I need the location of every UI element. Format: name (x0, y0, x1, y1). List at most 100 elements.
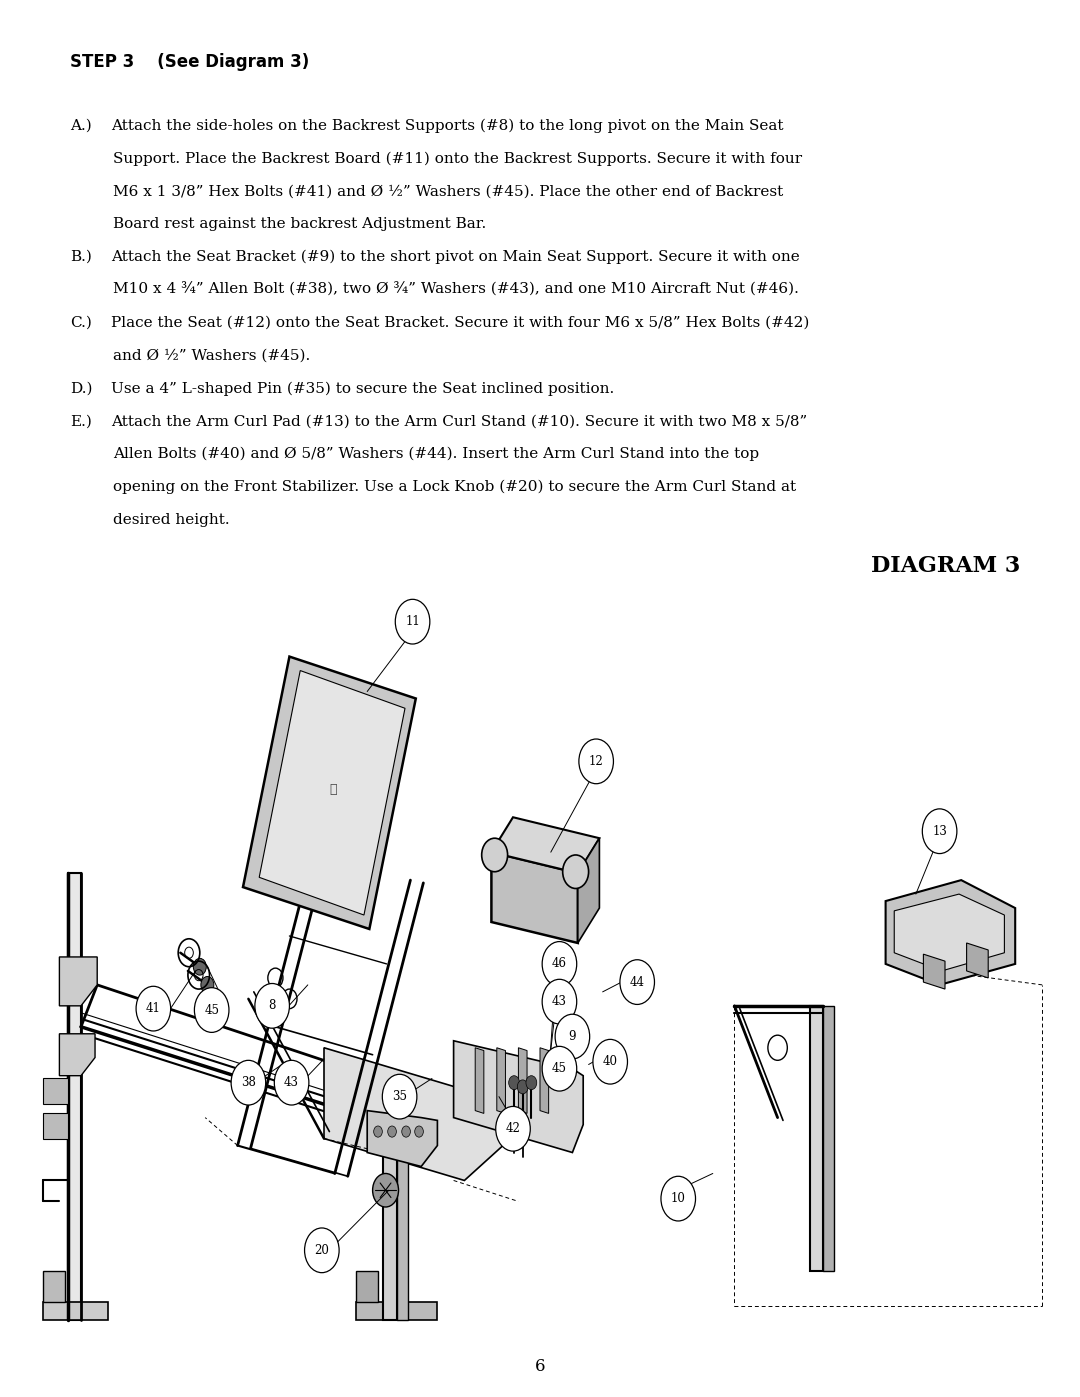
Polygon shape (923, 954, 945, 989)
Circle shape (255, 983, 289, 1028)
Text: 10: 10 (671, 1192, 686, 1206)
Circle shape (231, 1060, 266, 1105)
Text: Place the Seat (#12) onto the Seat Bracket. Secure it with four M6 x 5/8” Hex Bo: Place the Seat (#12) onto the Seat Brack… (111, 316, 810, 330)
Polygon shape (578, 838, 599, 943)
Circle shape (768, 1035, 787, 1060)
Text: 46: 46 (552, 957, 567, 971)
Polygon shape (540, 1048, 549, 1113)
Text: A.): A.) (70, 119, 92, 133)
Circle shape (563, 855, 589, 888)
Circle shape (388, 1126, 396, 1137)
Polygon shape (475, 1048, 484, 1113)
Circle shape (922, 809, 957, 854)
Circle shape (518, 1123, 527, 1134)
Circle shape (542, 1046, 577, 1091)
Polygon shape (43, 1302, 108, 1320)
Polygon shape (356, 1271, 378, 1302)
Polygon shape (497, 1048, 505, 1113)
Text: 38: 38 (241, 1076, 256, 1090)
Circle shape (496, 1106, 530, 1151)
Text: Attach the Seat Bracket (#9) to the short pivot on Main Seat Support. Secure it : Attach the Seat Bracket (#9) to the shor… (111, 250, 800, 264)
Text: 40: 40 (603, 1055, 618, 1069)
Polygon shape (43, 1078, 68, 1104)
Circle shape (555, 1014, 590, 1059)
Circle shape (382, 1074, 417, 1119)
Polygon shape (59, 1034, 95, 1076)
Text: M10 x 4 ¾” Allen Bolt (#38), two Ø ¾” Washers (#43), and one M10 Aircraft Nut (#: M10 x 4 ¾” Allen Bolt (#38), two Ø ¾” Wa… (113, 282, 799, 298)
Circle shape (620, 960, 654, 1004)
Text: 45: 45 (204, 1003, 219, 1017)
Text: 42: 42 (505, 1122, 521, 1136)
Polygon shape (810, 1006, 823, 1271)
Text: DIAGRAM 3: DIAGRAM 3 (872, 556, 1021, 577)
Text: 20: 20 (314, 1243, 329, 1257)
Text: 8: 8 (269, 999, 275, 1013)
Text: 13: 13 (932, 824, 947, 838)
Circle shape (274, 1060, 309, 1105)
Circle shape (305, 1228, 339, 1273)
Polygon shape (243, 657, 416, 929)
Text: Attach the Arm Curl Pad (#13) to the Arm Curl Stand (#10). Secure it with two M8: Attach the Arm Curl Pad (#13) to the Arm… (111, 414, 808, 429)
Text: B.): B.) (70, 250, 92, 264)
Text: 11: 11 (405, 615, 420, 629)
Text: 45: 45 (552, 1062, 567, 1076)
Text: Use a 4” L-shaped Pin (#35) to secure the Seat inclined position.: Use a 4” L-shaped Pin (#35) to secure th… (111, 381, 615, 395)
Text: 43: 43 (552, 995, 567, 1009)
Text: D.): D.) (70, 381, 93, 395)
Text: C.): C.) (70, 316, 92, 330)
Polygon shape (397, 1146, 408, 1320)
Circle shape (593, 1039, 627, 1084)
Polygon shape (886, 880, 1015, 985)
Polygon shape (367, 1111, 437, 1166)
Polygon shape (454, 1041, 583, 1153)
Circle shape (542, 979, 577, 1024)
Circle shape (402, 1126, 410, 1137)
Text: STEP 3    (See Diagram 3): STEP 3 (See Diagram 3) (70, 53, 310, 71)
Polygon shape (823, 1006, 834, 1271)
Polygon shape (324, 1048, 518, 1180)
Text: Ⓝ: Ⓝ (329, 782, 336, 796)
Text: desired height.: desired height. (113, 513, 230, 527)
Text: and Ø ½” Washers (#45).: and Ø ½” Washers (#45). (113, 348, 311, 363)
Circle shape (542, 942, 577, 986)
Polygon shape (356, 1302, 437, 1320)
Circle shape (517, 1080, 528, 1094)
Text: 35: 35 (392, 1090, 407, 1104)
Polygon shape (259, 671, 405, 915)
Text: Board rest against the backrest Adjustment Bar.: Board rest against the backrest Adjustme… (113, 217, 487, 232)
Polygon shape (491, 817, 599, 873)
Circle shape (509, 1076, 519, 1090)
Circle shape (526, 1076, 537, 1090)
Text: M6 x 1 3/8” Hex Bolts (#41) and Ø ½” Washers (#45). Place the other end of Backr: M6 x 1 3/8” Hex Bolts (#41) and Ø ½” Was… (113, 184, 784, 198)
Text: Support. Place the Backrest Board (#11) onto the Backrest Supports. Secure it wi: Support. Place the Backrest Board (#11) … (113, 152, 802, 166)
Text: E.): E.) (70, 414, 92, 429)
Circle shape (510, 1119, 518, 1130)
Circle shape (136, 986, 171, 1031)
Circle shape (374, 1126, 382, 1137)
Circle shape (415, 1126, 423, 1137)
Text: 44: 44 (630, 975, 645, 989)
Polygon shape (518, 1048, 527, 1113)
Text: opening on the Front Stabilizer. Use a Lock Knob (#20) to secure the Arm Curl St: opening on the Front Stabilizer. Use a L… (113, 479, 797, 495)
Polygon shape (43, 1113, 68, 1139)
Polygon shape (43, 1271, 65, 1302)
Polygon shape (894, 894, 1004, 971)
Circle shape (661, 1176, 696, 1221)
Circle shape (482, 838, 508, 872)
Polygon shape (967, 943, 988, 978)
Circle shape (373, 1173, 399, 1207)
Polygon shape (68, 873, 81, 1320)
Circle shape (193, 958, 206, 975)
Circle shape (201, 977, 214, 993)
Polygon shape (59, 957, 97, 1006)
Text: Allen Bolts (#40) and Ø 5/8” Washers (#44). Insert the Arm Curl Stand into the t: Allen Bolts (#40) and Ø 5/8” Washers (#4… (113, 447, 759, 461)
Circle shape (194, 988, 229, 1032)
Text: Attach the side-holes on the Backrest Supports (#8) to the long pivot on the Mai: Attach the side-holes on the Backrest Su… (111, 119, 784, 133)
Polygon shape (491, 852, 578, 943)
Text: 6: 6 (535, 1358, 545, 1375)
Text: 41: 41 (146, 1002, 161, 1016)
Text: 43: 43 (284, 1076, 299, 1090)
Polygon shape (383, 1146, 397, 1320)
Text: 9: 9 (569, 1030, 576, 1044)
Text: 12: 12 (589, 754, 604, 768)
